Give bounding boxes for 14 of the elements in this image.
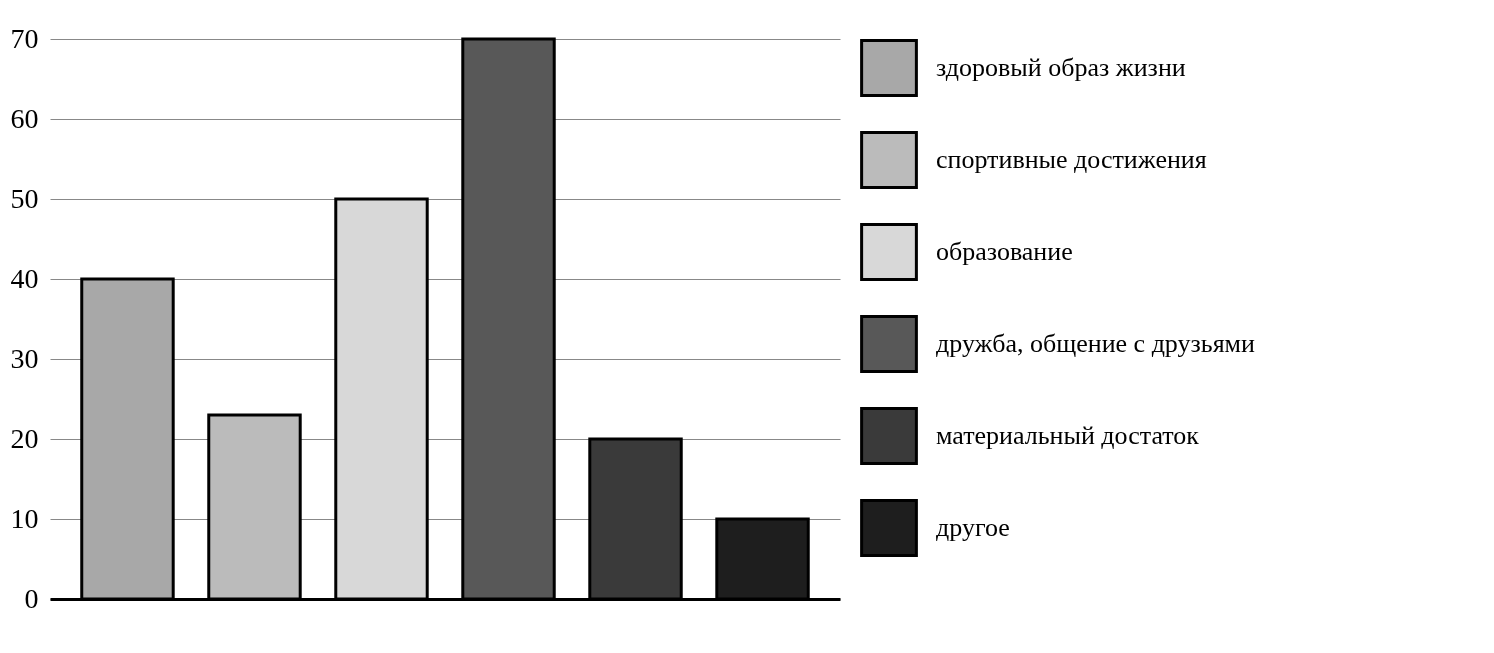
y-tick-label: 50 bbox=[10, 182, 39, 214]
legend-label: дружба, общение с друзьями bbox=[936, 329, 1256, 358]
legend-label: образование bbox=[936, 237, 1073, 266]
y-tick-label: 20 bbox=[10, 422, 39, 454]
y-tick-label: 60 bbox=[10, 102, 39, 134]
legend-label: здоровый образ жизни bbox=[936, 53, 1186, 82]
y-tick-label: 30 bbox=[10, 342, 39, 374]
y-tick-label: 40 bbox=[10, 262, 39, 294]
y-tick-label: 0 bbox=[24, 582, 39, 614]
legend-label: другое bbox=[936, 513, 1010, 542]
y-tick-label: 70 bbox=[10, 22, 39, 54]
legend-label: спортивные достижения bbox=[936, 145, 1207, 174]
y-tick-label: 10 bbox=[10, 502, 39, 534]
legend-label: материальный достаток bbox=[936, 421, 1200, 450]
